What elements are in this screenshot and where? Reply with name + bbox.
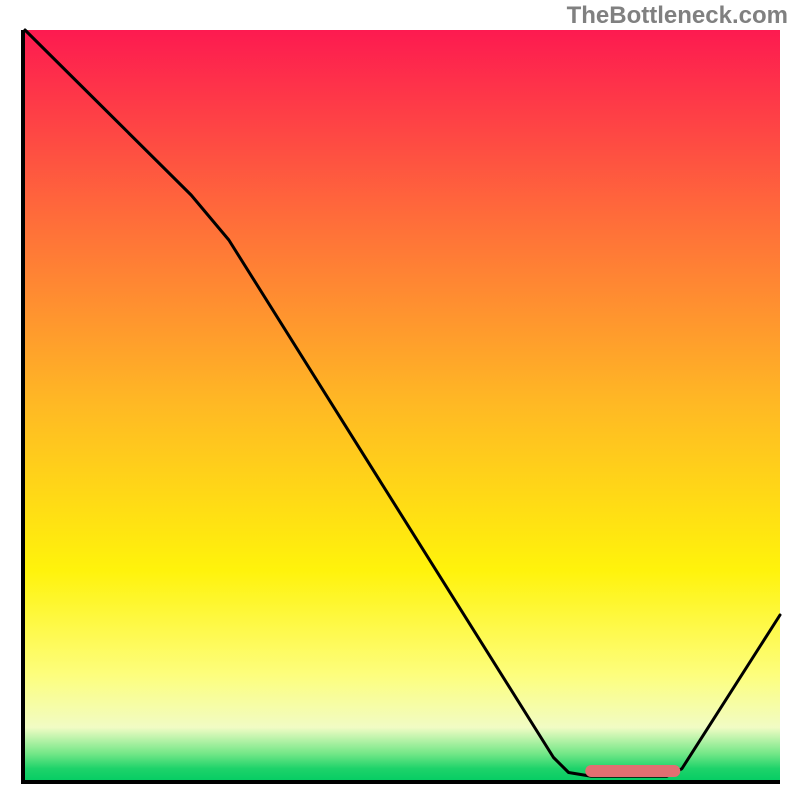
chart-stage: TheBottleneck.com (0, 0, 800, 800)
chart-svg (0, 0, 800, 800)
watermark-text: TheBottleneck.com (567, 2, 788, 30)
